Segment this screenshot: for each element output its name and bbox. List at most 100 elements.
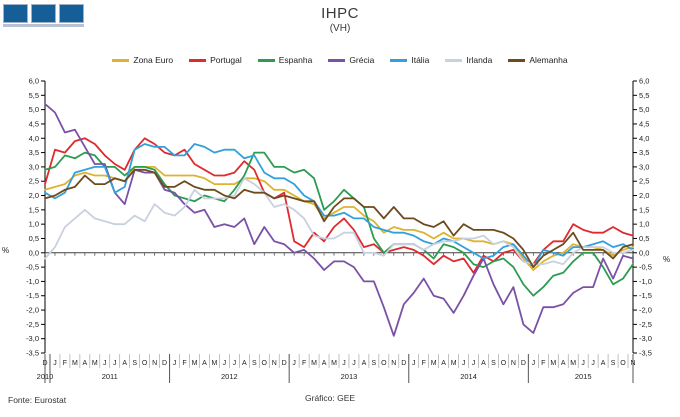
series-line-grecia	[44, 103, 634, 337]
svg-text:-2,0: -2,0	[639, 306, 652, 315]
logo-squares	[3, 4, 84, 23]
svg-text:M: M	[451, 360, 457, 367]
chart-subtitle: (VH)	[329, 23, 351, 34]
svg-text:S: S	[132, 360, 137, 367]
svg-text:A: A	[362, 360, 367, 367]
chart-legend: Zona Euro Portugal Espanha Grécia Itália Irla…	[0, 55, 680, 65]
svg-text:F: F	[302, 360, 306, 367]
svg-text:A: A	[122, 360, 127, 367]
svg-text:J: J	[342, 360, 346, 367]
legend-item-alemanha: Alemanha	[508, 55, 568, 65]
svg-text:O: O	[381, 360, 387, 367]
svg-text:2013: 2013	[341, 372, 358, 381]
legend-swatch	[390, 58, 408, 62]
logo-square	[59, 4, 84, 23]
svg-text:3,5: 3,5	[29, 148, 39, 157]
svg-text:M: M	[92, 360, 98, 367]
svg-text:J: J	[292, 360, 296, 367]
title-block: IHPC (VH)	[0, 5, 680, 34]
svg-text:O: O	[620, 360, 626, 367]
legend-swatch	[257, 58, 275, 62]
svg-text:2010: 2010	[37, 372, 54, 381]
svg-text:-1,0: -1,0	[639, 277, 652, 286]
svg-text:N: N	[511, 360, 516, 367]
svg-text:M: M	[72, 360, 78, 367]
svg-text:-1,0: -1,0	[26, 277, 39, 286]
svg-text:O: O	[501, 360, 507, 367]
svg-text:N: N	[630, 360, 635, 367]
svg-text:2014: 2014	[460, 372, 477, 381]
svg-text:0,5: 0,5	[639, 234, 649, 243]
svg-text:D: D	[282, 360, 287, 367]
y-axis-unit-left: %	[2, 246, 10, 255]
svg-text:1,5: 1,5	[639, 205, 649, 214]
svg-text:N: N	[272, 360, 277, 367]
svg-text:4,0: 4,0	[639, 134, 649, 143]
zero-line	[44, 252, 634, 256]
logo-square	[3, 4, 28, 23]
svg-text:J: J	[591, 360, 595, 367]
svg-text:D: D	[42, 360, 47, 367]
svg-text:-2,5: -2,5	[639, 320, 652, 329]
svg-text:-1,5: -1,5	[26, 291, 39, 300]
svg-text:-2,0: -2,0	[26, 306, 39, 315]
svg-text:A: A	[242, 360, 247, 367]
svg-text:5,5: 5,5	[29, 91, 39, 100]
svg-text:A: A	[83, 360, 88, 367]
svg-text:M: M	[431, 360, 437, 367]
svg-text:O: O	[262, 360, 268, 367]
svg-text:M: M	[570, 360, 576, 367]
svg-text:-2,5: -2,5	[26, 320, 39, 329]
svg-text:4,5: 4,5	[29, 119, 39, 128]
svg-text:-0,5: -0,5	[26, 263, 39, 272]
svg-text:-3,5: -3,5	[26, 349, 39, 358]
svg-text:A: A	[481, 360, 486, 367]
svg-text:0,5: 0,5	[29, 234, 39, 243]
legend-swatch	[445, 58, 463, 62]
legend-item-grecia: Grécia	[328, 55, 374, 65]
svg-text:F: F	[182, 360, 186, 367]
svg-text:3,0: 3,0	[29, 162, 39, 171]
svg-text:A: A	[601, 360, 606, 367]
svg-text:-3,0: -3,0	[26, 334, 39, 343]
svg-text:D: D	[162, 360, 167, 367]
svg-text:S: S	[491, 360, 496, 367]
svg-text:M: M	[192, 360, 198, 367]
svg-text:A: A	[202, 360, 207, 367]
y-axis-unit-right: %	[663, 255, 671, 264]
legend-label: Portugal	[210, 55, 242, 65]
svg-text:6,0: 6,0	[639, 77, 649, 86]
legend-label: Espanha	[278, 55, 313, 65]
svg-text:6,0: 6,0	[29, 77, 39, 86]
svg-text:J: J	[173, 360, 177, 367]
svg-text:0,0: 0,0	[29, 248, 39, 257]
source-note: Fonte: Eurostat	[8, 395, 67, 405]
legend-item-italia: Itália	[390, 55, 429, 65]
svg-text:4,5: 4,5	[639, 119, 649, 128]
svg-text:A: A	[561, 360, 566, 367]
svg-text:A: A	[322, 360, 327, 367]
svg-text:J: J	[113, 360, 117, 367]
svg-text:S: S	[372, 360, 377, 367]
legend-label: Grécia	[349, 55, 375, 65]
svg-text:2011: 2011	[102, 372, 118, 381]
svg-text:2012: 2012	[221, 372, 238, 381]
svg-text:-1,5: -1,5	[639, 291, 652, 300]
svg-text:-0,5: -0,5	[639, 263, 652, 272]
svg-text:0,0: 0,0	[639, 248, 649, 257]
svg-text:S: S	[252, 360, 257, 367]
legend-swatch	[112, 58, 130, 62]
svg-text:2,5: 2,5	[29, 177, 39, 186]
svg-text:4,0: 4,0	[29, 134, 39, 143]
y-axes: 6,0 6,0 5,5 5,5 5,0 5,0 4,5 4,5 4,0 4,0 3,5 3,5 3,0 3…	[26, 77, 652, 358]
svg-text:M: M	[212, 360, 218, 367]
svg-text:F: F	[63, 360, 67, 367]
svg-text:J: J	[462, 360, 466, 367]
svg-text:3,5: 3,5	[639, 148, 649, 157]
series-line-alemanha	[44, 168, 634, 269]
svg-text:2015: 2015	[575, 372, 592, 381]
svg-text:D: D	[401, 360, 406, 367]
legend-swatch	[189, 58, 207, 62]
